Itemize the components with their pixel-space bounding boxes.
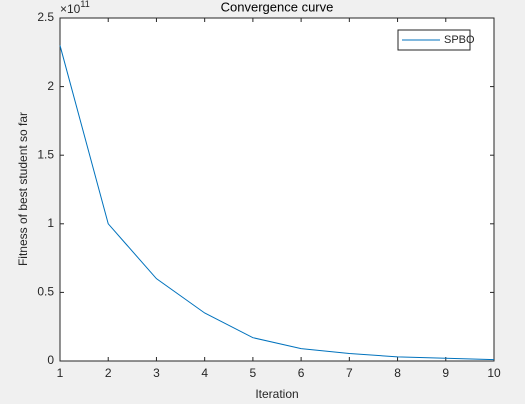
y-tick-label: 2.5	[37, 10, 54, 24]
legend-label: SPBO	[444, 34, 475, 46]
axes-box	[59, 17, 495, 362]
x-tick-label: 6	[298, 366, 305, 380]
y-tick-label: 0	[47, 353, 54, 367]
x-tick-label: 9	[442, 366, 449, 380]
line	[59, 45, 495, 361]
x-tick-label: 5	[250, 366, 257, 380]
x-tick-label: 8	[394, 366, 401, 380]
y-multiplier-base: ×10	[60, 2, 81, 16]
plot-area	[60, 18, 494, 361]
x-tick-label: 1	[57, 366, 64, 380]
y-multiplier-exponent: 11	[80, 0, 89, 9]
y-tick-label: 0.5	[37, 285, 54, 299]
x-tick-label: 3	[153, 366, 160, 380]
chart-title: Convergence curve	[221, 0, 334, 14]
y-tick-label: 1	[47, 216, 54, 230]
x-tick-label: 4	[201, 366, 208, 380]
x-axis-label: Iteration	[255, 387, 298, 401]
x-tick-label: 2	[105, 366, 112, 380]
y-axis-label: Fitness of best student so far	[16, 112, 30, 266]
y-tick-label: 1.5	[37, 147, 54, 161]
y-multiplier: ×1011	[60, 0, 90, 16]
x-tick-label: 10	[487, 366, 501, 380]
y-tick-label: 2	[47, 79, 54, 93]
x-tick-label: 7	[346, 366, 353, 380]
